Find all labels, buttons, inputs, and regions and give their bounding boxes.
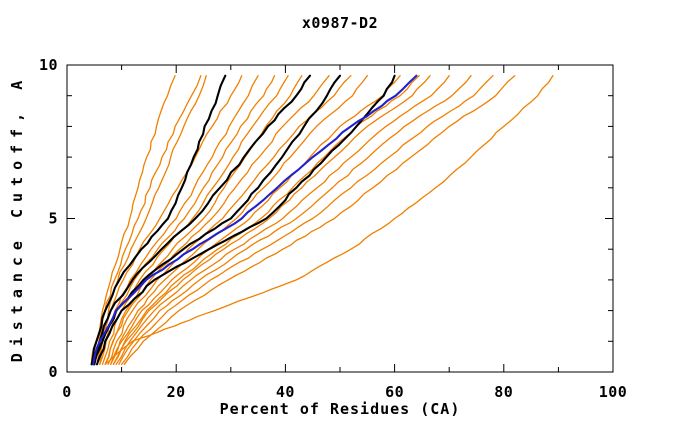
- series-line-orange: [96, 75, 207, 365]
- chart-title: x0987-D2: [301, 14, 379, 32]
- series-line-orange: [120, 75, 494, 365]
- series-line-orange: [118, 75, 472, 365]
- series-line-black: [95, 74, 396, 366]
- series-line-orange: [123, 75, 516, 365]
- y-axis-title-text: Distance Cutoff, A: [8, 73, 26, 363]
- x-tick-label: 40: [276, 383, 295, 401]
- series-line-black: [93, 74, 312, 366]
- x-tick-label: 80: [494, 383, 513, 401]
- y-tick-label: 10: [39, 56, 58, 74]
- series-line-orange: [112, 75, 431, 365]
- series-line-orange: [104, 75, 554, 365]
- series-line-orange: [112, 75, 420, 365]
- series-line-orange: [90, 75, 176, 365]
- series-line-orange: [104, 75, 303, 365]
- series-line-orange: [101, 75, 289, 365]
- x-tick-label: 0: [62, 383, 72, 401]
- series-line-orange: [115, 75, 450, 365]
- series-line-orange: [110, 75, 368, 365]
- series-line-orange: [104, 75, 330, 365]
- series-line-blue: [92, 74, 418, 366]
- x-tick-label: 100: [599, 383, 628, 401]
- x-tick-label: 60: [385, 383, 404, 401]
- y-tick-label: 5: [48, 210, 58, 228]
- series-line-orange: [110, 75, 401, 365]
- series-line-black: [90, 74, 227, 366]
- y-tick-label: 0: [48, 363, 58, 381]
- x-tick-label: 20: [167, 383, 186, 401]
- x-axis-title: Percent of Residues (CA): [219, 400, 461, 418]
- plot-frame: [66, 64, 614, 373]
